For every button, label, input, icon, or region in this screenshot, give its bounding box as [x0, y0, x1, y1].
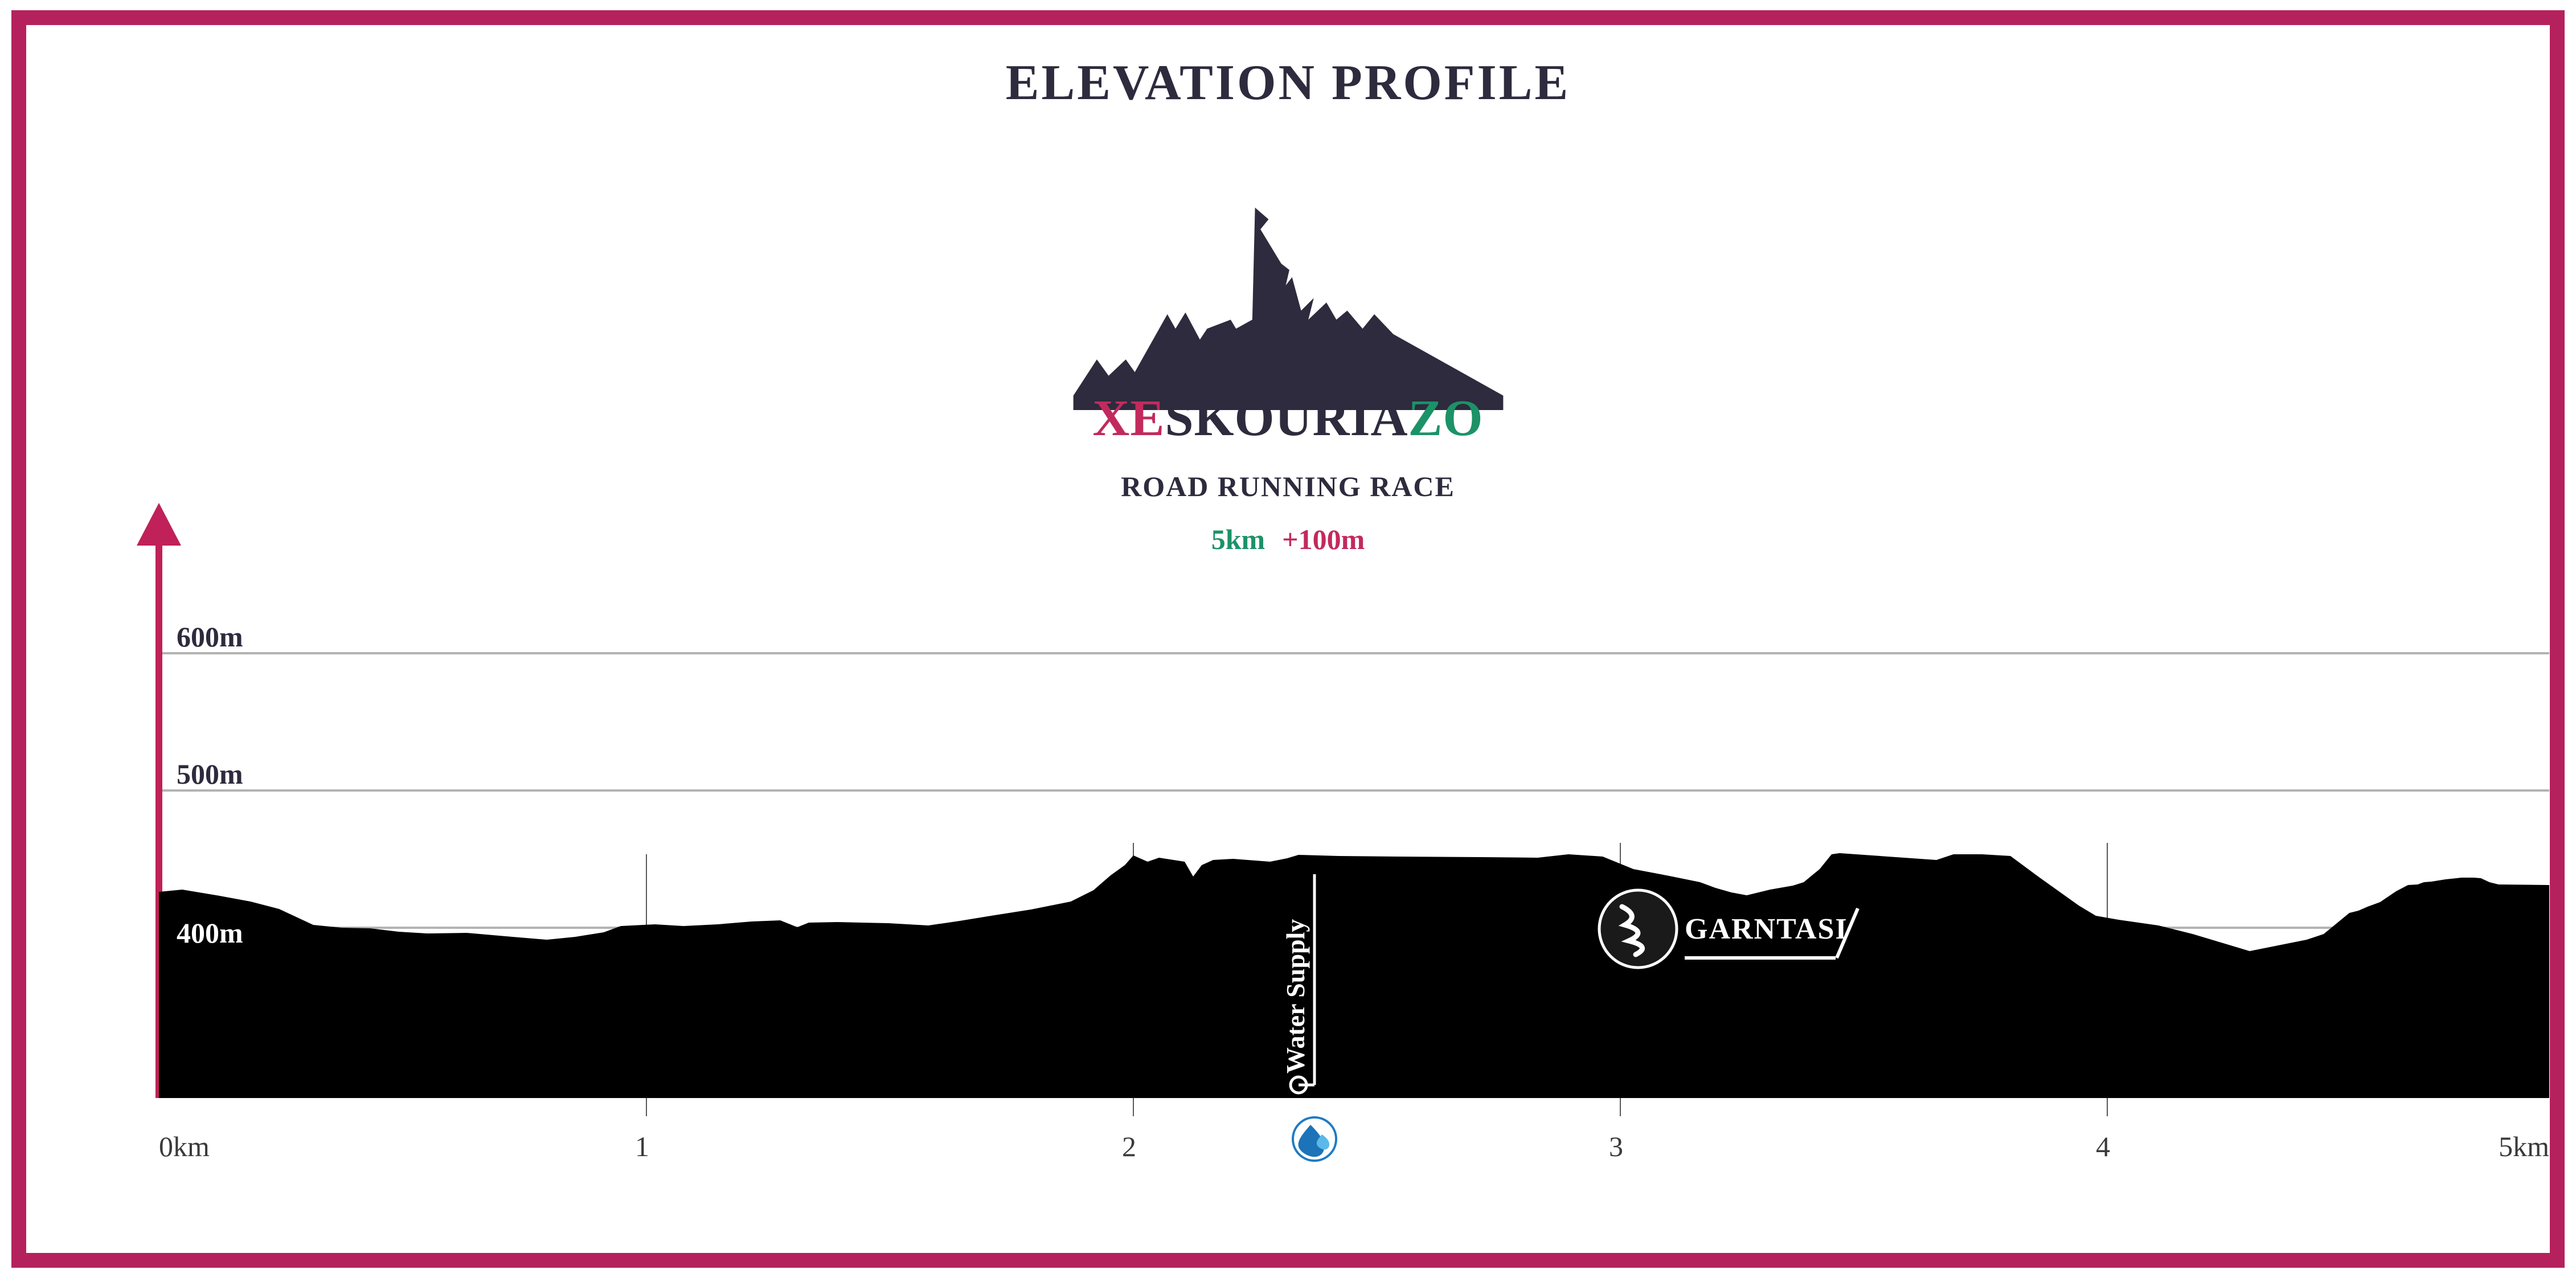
svg-text:4: 4 [2096, 1130, 2110, 1162]
svg-text:2: 2 [1122, 1130, 1136, 1162]
svg-text:600m: 600m [177, 621, 243, 653]
svg-text:0km: 0km [159, 1130, 210, 1162]
svg-text:Water Supply: Water Supply [1281, 919, 1310, 1074]
svg-text:3: 3 [1609, 1130, 1623, 1162]
svg-text:5km: 5km [2499, 1130, 2549, 1162]
svg-text:400m: 400m [177, 917, 243, 949]
svg-text:500m: 500m [177, 758, 243, 790]
svg-text:GARNTASI: GARNTASI [1685, 913, 1848, 945]
svg-text:1: 1 [635, 1130, 649, 1162]
